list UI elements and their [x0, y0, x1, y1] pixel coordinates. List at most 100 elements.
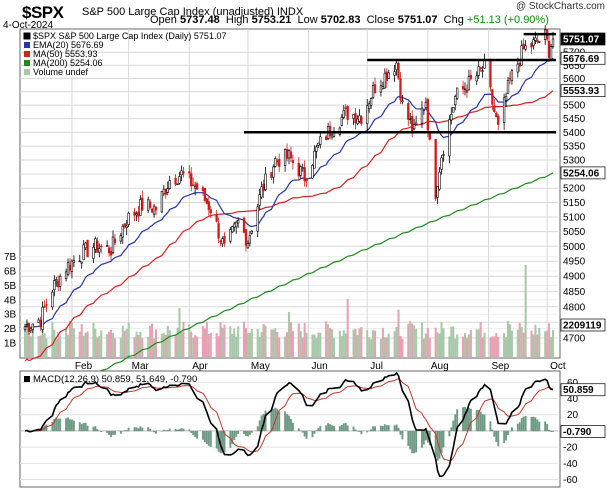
volume-bar — [55, 338, 58, 357]
macd-histogram-bar — [233, 430, 236, 441]
candle-body — [262, 184, 265, 192]
macd-histogram-bar — [297, 428, 300, 432]
macd-histogram-bar — [438, 430, 441, 459]
macd-histogram-bar — [317, 428, 320, 432]
candle-body — [193, 186, 197, 189]
volume-bar — [442, 328, 445, 357]
macd-histogram-bar — [303, 430, 306, 437]
candle-body — [133, 211, 136, 216]
open-label: Open — [150, 14, 177, 26]
macd-histogram-bar — [479, 411, 482, 432]
macd-histogram-bar — [178, 429, 181, 432]
macd-legend-entry: MACD(12,26,9) 50.859, 51.649, -0.790 — [33, 374, 197, 385]
macd-histogram-bar — [82, 422, 85, 432]
ma200-path — [24, 172, 554, 417]
candle-body — [148, 201, 152, 208]
macd-histogram-bar — [288, 415, 290, 432]
volume-bar — [319, 332, 322, 357]
candle-body — [31, 323, 34, 330]
candle-body — [98, 248, 101, 253]
candle-body — [301, 167, 304, 169]
candle-body — [469, 74, 473, 80]
macd-histogram-bar — [546, 423, 549, 432]
axis-badge-text: 5254.06 — [563, 168, 600, 179]
volume-bar — [123, 330, 126, 357]
macd-histogram-bar — [207, 430, 210, 446]
macd-histogram-bar — [80, 424, 83, 432]
candle-body — [84, 242, 87, 249]
candle-body — [369, 98, 373, 106]
candle-body — [205, 198, 209, 204]
candle-body — [209, 209, 212, 214]
axis-badge-text: 50.859 — [563, 385, 594, 396]
candle-body — [162, 188, 166, 195]
macd-histogram-bar — [344, 422, 347, 432]
volume-bar — [248, 332, 251, 357]
macd-histogram-bar — [325, 425, 328, 432]
candle-body — [270, 172, 273, 178]
candle-body — [317, 142, 320, 146]
candle-body — [276, 160, 279, 162]
close-label: Close — [366, 14, 395, 26]
volume-bar — [327, 324, 330, 357]
macd-histogram-bar — [147, 427, 150, 432]
ema20-line — [24, 57, 554, 328]
candle-body — [164, 188, 167, 195]
volume-bar — [491, 336, 494, 357]
volume-bar — [217, 336, 220, 357]
price-tick-label: 5050 — [563, 227, 586, 238]
volume-bar — [270, 329, 273, 357]
macd-histogram-bar — [360, 430, 363, 435]
macd-histogram-bar — [299, 430, 302, 432]
price-panel: 4700475048004850490049505000505051005150… — [4, 25, 606, 486]
macd-histogram-bar — [78, 422, 81, 432]
candle-body — [428, 132, 431, 140]
candle-body — [424, 101, 428, 108]
candle-body — [244, 229, 248, 246]
legend-entry: EMA(20) 5676.69 — [33, 40, 104, 50]
volume-bar — [516, 329, 519, 357]
macd-histogram-bar — [153, 430, 156, 433]
volume-bar — [139, 331, 142, 357]
macd-histogram-bar — [188, 429, 191, 432]
candle-body — [401, 100, 404, 103]
candle-body — [305, 178, 308, 182]
volume-bar — [209, 332, 212, 357]
volume-bar — [215, 333, 218, 357]
candle-body — [201, 187, 205, 192]
axis-badge — [560, 425, 606, 438]
macd-histogram-bar — [196, 430, 199, 439]
candle-body — [522, 43, 525, 49]
volume-bar — [127, 322, 130, 357]
macd-histogram-bar — [164, 430, 167, 432]
volume-bar — [196, 336, 199, 357]
candle-body — [147, 199, 150, 211]
volume-bar — [426, 327, 429, 357]
candle-body — [39, 319, 42, 327]
candle-body — [534, 37, 537, 41]
candle-body — [289, 151, 293, 159]
macd-histogram — [24, 407, 554, 461]
candle-body — [315, 146, 318, 152]
macd-histogram-bar — [248, 430, 251, 435]
volume-bar — [256, 328, 259, 357]
volume-bar — [237, 326, 240, 357]
macd-histogram-bar — [413, 430, 416, 454]
macd-legend-swatch — [24, 376, 30, 382]
price-tick-label: 5200 — [563, 184, 586, 195]
volume-bar — [370, 338, 373, 357]
macd-histogram-bar — [237, 430, 240, 434]
candle-body — [358, 115, 361, 122]
volume-bar — [274, 328, 277, 357]
volume-bar — [510, 330, 513, 357]
candle-body — [479, 67, 482, 69]
macd-histogram-bar — [162, 429, 165, 432]
candle-body — [242, 217, 246, 233]
ma200-line — [24, 172, 554, 417]
volume-bar — [374, 330, 377, 357]
support-resistance-lines — [244, 32, 556, 134]
volume-bar — [121, 325, 124, 357]
volume-bar — [317, 332, 320, 357]
macd-histogram-bar — [305, 430, 308, 439]
macd-histogram-bar — [229, 430, 232, 448]
